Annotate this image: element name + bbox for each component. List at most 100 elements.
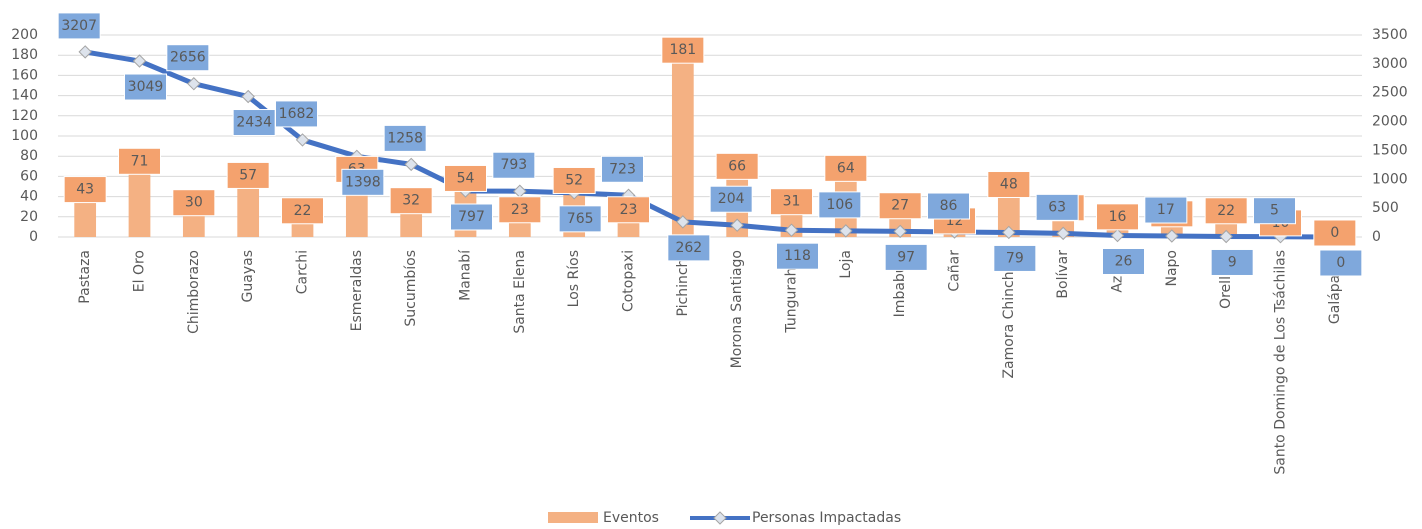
line-label: 765 [559, 206, 601, 232]
line-label: 79 [994, 245, 1036, 271]
y-tick-label: 80 [20, 148, 38, 164]
line-label: 63 [1036, 194, 1078, 220]
x-tick-label: Loja [838, 250, 854, 279]
y-tick-label: 140 [11, 88, 38, 104]
bar-label-text: 31 [783, 194, 801, 210]
x-tick-label: Los Ríos [566, 250, 582, 307]
bar-label: 30 [173, 190, 215, 216]
chart: 0204060801001201401601802000500100015002… [0, 0, 1422, 529]
x-tick-label: Santo Domingo de Los Tsáchilas [1273, 250, 1289, 475]
legend-label: Personas Impactadas [752, 510, 901, 526]
line-label-text: 262 [675, 240, 702, 256]
line-label-text: 204 [718, 191, 745, 207]
line-label: 797 [451, 204, 493, 230]
line-label-text: 1398 [345, 174, 381, 190]
line-marker [79, 46, 91, 58]
line-label: 106 [819, 192, 861, 218]
line-label-text: 118 [784, 248, 811, 264]
x-tick-label: Guayas [240, 250, 256, 302]
x-tick-label: Pastaza [77, 250, 93, 304]
bar-label-text: 22 [1217, 203, 1235, 219]
bar-label-text: 57 [239, 167, 257, 183]
line-label-text: 3207 [61, 18, 97, 34]
line-label-text: 723 [609, 161, 636, 177]
y2-tick-label: 1000 [1372, 171, 1408, 187]
bar-label: 71 [119, 148, 161, 174]
bar-label: 22 [1205, 198, 1247, 224]
line-label-text: 5 [1270, 203, 1279, 219]
y2-tick-label: 3500 [1372, 27, 1408, 43]
line-label: 723 [602, 156, 644, 182]
bar-label: 0 [1314, 220, 1356, 246]
legend-swatch [714, 512, 726, 524]
x-tick-label: Cañar [947, 250, 963, 292]
y-tick-label: 0 [29, 229, 38, 245]
bar-label: 43 [64, 177, 106, 203]
bar-label-text: 32 [402, 193, 420, 209]
y-tick-label: 160 [11, 67, 38, 83]
x-tick-label: Morona Santiago [729, 250, 745, 368]
bar-label: 27 [879, 193, 921, 219]
bar-label-text: 54 [457, 170, 475, 186]
line-label: 1398 [342, 169, 384, 195]
bar-label-text: 27 [891, 198, 909, 214]
line-label-text: 797 [458, 209, 485, 225]
x-tick-label: Chimborazo [186, 250, 202, 334]
bar-label-text: 181 [669, 42, 696, 58]
y2-tick-label: 3000 [1372, 56, 1408, 72]
line-label: 0 [1320, 250, 1362, 276]
bar-label: 57 [227, 162, 269, 188]
line-label: 118 [777, 243, 819, 269]
line-label-text: 793 [500, 157, 527, 173]
bar-label-text: 16 [1109, 209, 1127, 225]
legend: Eventos Personas Impactadas [548, 510, 901, 526]
bar-label: 32 [390, 188, 432, 214]
line-label: 1258 [384, 125, 426, 151]
x-tick-label: Esmeraldas [349, 250, 365, 331]
y-tick-label: 100 [11, 128, 38, 144]
y2-tick-label: 0 [1372, 229, 1381, 245]
y2-tick-label: 1500 [1372, 142, 1408, 158]
line-label: 86 [928, 193, 970, 219]
bar-label-text: 64 [837, 160, 855, 176]
bar-label-text: 30 [185, 195, 203, 211]
bar-label: 54 [445, 165, 487, 191]
y-tick-label: 180 [11, 47, 38, 63]
line-label-text: 79 [1006, 250, 1024, 266]
line-label-text: 106 [826, 197, 853, 213]
bar-label-text: 23 [511, 202, 529, 218]
line-label: 26 [1103, 248, 1145, 274]
x-tick-label: Napo [1164, 250, 1180, 287]
y-tick-label: 20 [20, 209, 38, 225]
line-label: 5 [1254, 198, 1296, 224]
bar-label: 64 [825, 155, 867, 181]
line-label: 9 [1211, 249, 1253, 275]
line-label: 3049 [125, 74, 167, 100]
y-tick-label: 200 [11, 27, 38, 43]
bar-label: 16 [1097, 204, 1139, 230]
y-tick-label: 40 [20, 189, 38, 205]
legend-label: Eventos [603, 510, 659, 526]
line-label-text: 17 [1157, 202, 1175, 218]
bar-label: 66 [716, 153, 758, 179]
bar-label: 22 [282, 198, 324, 224]
line-label-text: 1682 [279, 106, 315, 122]
bar-label-text: 22 [294, 203, 312, 219]
line-label-text: 63 [1048, 199, 1066, 215]
bar-label: 23 [608, 197, 650, 223]
bar-label-text: 48 [1000, 177, 1018, 193]
line-label-text: 1258 [387, 130, 423, 146]
line-label-text: 9 [1228, 254, 1237, 270]
x-tick-label: Carchi [295, 250, 311, 294]
x-tick-label: El Oro [132, 250, 148, 292]
line-label-text: 2434 [236, 115, 272, 131]
bar-label: 31 [771, 189, 813, 215]
line-label-text: 2656 [170, 50, 206, 66]
bar-label-text: 66 [728, 158, 746, 174]
y2-tick-label: 500 [1372, 200, 1399, 216]
bar-label-text: 52 [565, 172, 583, 188]
x-tick-label: Cotopaxi [621, 250, 637, 312]
bar-label: 52 [553, 167, 595, 193]
bar [129, 165, 151, 237]
line-label: 1682 [276, 101, 318, 127]
